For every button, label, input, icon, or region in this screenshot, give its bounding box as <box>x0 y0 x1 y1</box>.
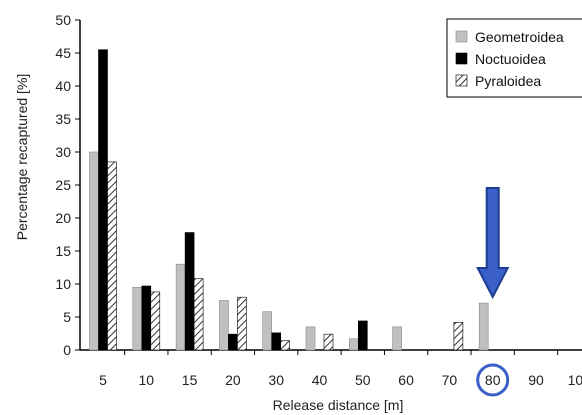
blue-circle-annotation <box>476 363 510 397</box>
x-tick-label: 15 <box>182 372 198 388</box>
x-tick-label: 40 <box>312 372 328 388</box>
x-axis-title: Release distance [m] <box>273 397 404 413</box>
bar-pyraloidea-5 <box>107 161 117 351</box>
y-tick-labels: 0 5 10 15 20 25 30 35 40 45 50 <box>55 12 80 358</box>
y-tick-label: 40 <box>55 78 71 94</box>
y-tick-label: 0 <box>63 342 71 358</box>
x-tick-label: 70 <box>442 372 458 388</box>
bar-geometroidea-10 <box>132 286 143 351</box>
y-tick-label: 50 <box>55 12 71 28</box>
legend-box <box>446 18 582 98</box>
x-tick-label: 90 <box>528 372 544 388</box>
x-tick-label: 5 <box>99 372 107 388</box>
legend-label-geometroidea: Geometroidea <box>475 29 564 45</box>
bar-noctuoidea-15 <box>184 232 195 351</box>
bar-noctuoidea-20 <box>228 333 238 351</box>
bar-geometroidea-50 <box>348 338 359 351</box>
legend-swatch-noctuoidea <box>455 52 468 65</box>
y-tick-label: 45 <box>55 45 71 61</box>
x-tick-label: 80 <box>485 372 501 388</box>
x-tick-label: 60 <box>398 372 414 388</box>
bar-geometroidea-20 <box>219 300 229 351</box>
legend-label-noctuoidea: Noctuoidea <box>475 51 546 67</box>
x-tick-label: 100 <box>568 372 582 388</box>
y-tick-label: 20 <box>55 210 71 226</box>
y-tick-label: 5 <box>63 309 71 325</box>
chart-legend: Geometroidea Noctuoidea Pyraloidea <box>446 18 582 98</box>
chart-bars <box>89 49 489 351</box>
y-axis-title: Percentage recaptured [%] <box>14 74 30 241</box>
x-tick-label: 30 <box>268 372 284 388</box>
bar-geometroidea-5 <box>89 151 99 351</box>
legend-swatch-pyraloidea <box>455 74 468 87</box>
bar-geometroidea-60 <box>392 326 402 351</box>
bar-pyraloidea-40 <box>323 333 334 351</box>
y-tick-label: 35 <box>55 111 71 127</box>
bar-pyraloidea-70 <box>453 321 464 351</box>
bar-geometroidea-80 <box>478 302 489 351</box>
legend-label-pyraloidea: Pyraloidea <box>475 73 541 89</box>
bar-geometroidea-30 <box>262 311 273 351</box>
bar-noctuoidea-30 <box>271 332 282 351</box>
bar-noctuoidea-10 <box>141 285 152 351</box>
x-tick-label: 20 <box>225 372 241 388</box>
y-tick-label: 10 <box>55 276 71 292</box>
y-tick-label: 30 <box>55 144 71 160</box>
bar-pyraloidea-15 <box>193 278 204 351</box>
bar-noctuoidea-50 <box>357 320 368 351</box>
x-tick-label: 50 <box>355 372 371 388</box>
bar-pyraloidea-20 <box>237 296 247 351</box>
x-tick-label: 10 <box>139 372 155 388</box>
bar-noctuoidea-5 <box>98 49 108 351</box>
x-tick-labels: 5 10 15 20 30 40 50 60 70 80 90 100 <box>99 350 582 388</box>
legend-swatch-geometroidea <box>455 30 468 43</box>
bar-geometroidea-40 <box>305 326 316 351</box>
y-tick-label: 25 <box>55 177 71 193</box>
y-tick-label: 15 <box>55 243 71 259</box>
bar-geometroidea-15 <box>175 263 186 351</box>
chart-annotations <box>476 187 510 397</box>
bar-pyraloidea-10 <box>150 291 161 351</box>
blue-arrow-annotation <box>476 187 510 300</box>
bar-pyraloidea-30 <box>280 340 291 351</box>
